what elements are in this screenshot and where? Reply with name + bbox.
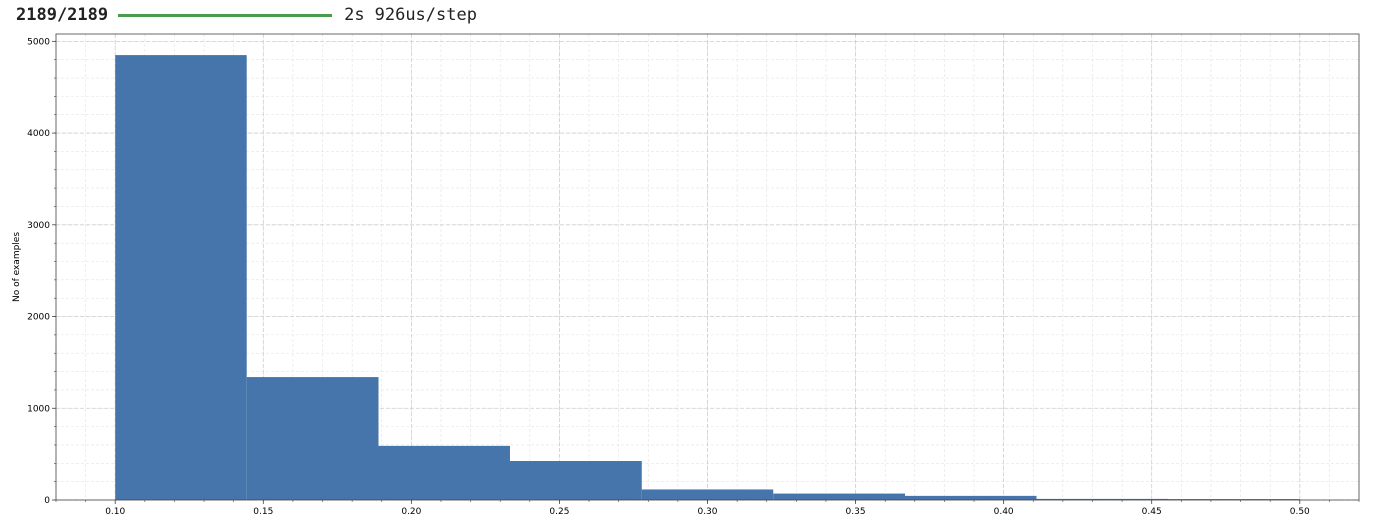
x-tick-label: 0.50 — [1290, 507, 1310, 517]
y-tick-label: 4000 — [27, 129, 50, 139]
histogram-bar — [246, 377, 379, 500]
histogram-bar — [641, 489, 774, 500]
x-tick-label: 0.40 — [994, 507, 1014, 517]
y-tick-label: 1000 — [27, 404, 50, 414]
x-tick-label: 0.10 — [105, 507, 125, 517]
progress-bar-fill — [118, 13, 333, 17]
x-tick-label: 0.20 — [401, 507, 421, 517]
step-counter: 2189/2189 — [16, 5, 109, 25]
y-axis-label: No of examples — [12, 232, 22, 302]
y-tick-label: 3000 — [27, 221, 50, 231]
x-tick-label: 0.25 — [549, 507, 569, 517]
axes — [52, 33, 1360, 504]
histogram-bar — [773, 493, 906, 500]
histogram-bar — [509, 461, 642, 500]
histogram-bar — [1036, 498, 1169, 500]
elapsed-time: 2s — [344, 5, 365, 25]
y-tick-label: 5000 — [27, 37, 50, 47]
tick-labels: 0.10 0.15 0.20 0.25 0.30 0.35 0.40 0.45 0.50 0 100… — [27, 37, 1310, 517]
histogram-bars — [115, 55, 1300, 501]
y-tick-label: 2000 — [27, 313, 50, 323]
histogram-bar — [905, 495, 1037, 500]
progress-bar — [118, 13, 333, 17]
x-tick-label: 0.15 — [253, 507, 273, 517]
histogram-bar — [378, 445, 510, 500]
x-tick-label: 0.35 — [846, 507, 866, 517]
x-tick-label: 0.45 — [1142, 507, 1162, 517]
histogram-bar — [115, 55, 247, 501]
y-tick-label: 0 — [44, 496, 50, 506]
histogram-bar — [1168, 499, 1300, 500]
x-tick-label: 0.30 — [697, 507, 717, 517]
step-rate: 926us/step — [374, 5, 477, 25]
training-progress: 2189/2189 2s 926us/step — [16, 3, 477, 27]
